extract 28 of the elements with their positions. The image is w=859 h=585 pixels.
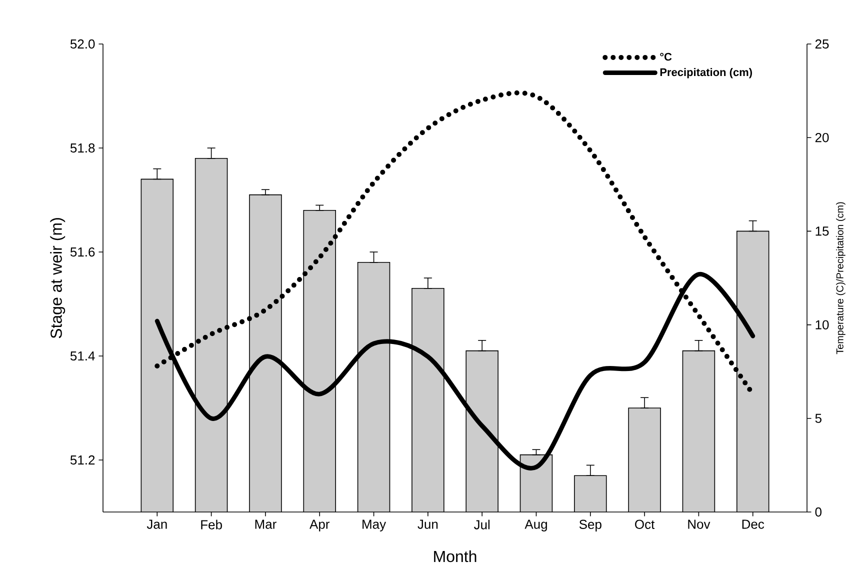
legend-label: Precipitation (cm): [660, 68, 752, 78]
x-tick-label: Feb: [201, 520, 222, 530]
x-tick-label: Nov: [688, 520, 710, 529]
x-tick-label: Dec: [742, 520, 764, 529]
x-tick-label: Jan: [146, 520, 167, 529]
y-tick-label: 51.4: [70, 351, 95, 361]
y-tick-label: 51.8: [70, 143, 95, 153]
x-axis-title: Month: [434, 550, 476, 562]
y2-tick-label: 0: [815, 507, 822, 517]
x-tick-label: Aug: [524, 520, 547, 532]
x-tick-label: Mar: [255, 520, 276, 529]
y2-tick-label: 10: [816, 320, 829, 330]
x-tick-label: Jul: [474, 520, 490, 530]
y2-axis-title: Temperature (C)/Precipitation (cm): [836, 202, 846, 354]
x-tick-label: Jun: [418, 520, 438, 529]
y-tick-label: 51.6: [70, 247, 95, 257]
y-tick-label: 52.0: [70, 39, 95, 49]
x-tick-label: Oct: [635, 520, 655, 529]
legend-label: °C: [660, 52, 672, 61]
x-tick-label: Apr: [310, 520, 330, 532]
x-tick-label: Sep: [579, 520, 602, 532]
y-axis-title: Stage at weir (m): [50, 218, 66, 338]
y2-tick-label: 20: [815, 132, 829, 142]
y2-tick-label: 25: [815, 39, 829, 49]
x-tick-label: May: [362, 520, 386, 532]
y2-tick-label: 5: [815, 414, 822, 423]
y2-tick-label: 15: [816, 226, 829, 236]
y-tick-label: 51.2: [70, 455, 95, 465]
